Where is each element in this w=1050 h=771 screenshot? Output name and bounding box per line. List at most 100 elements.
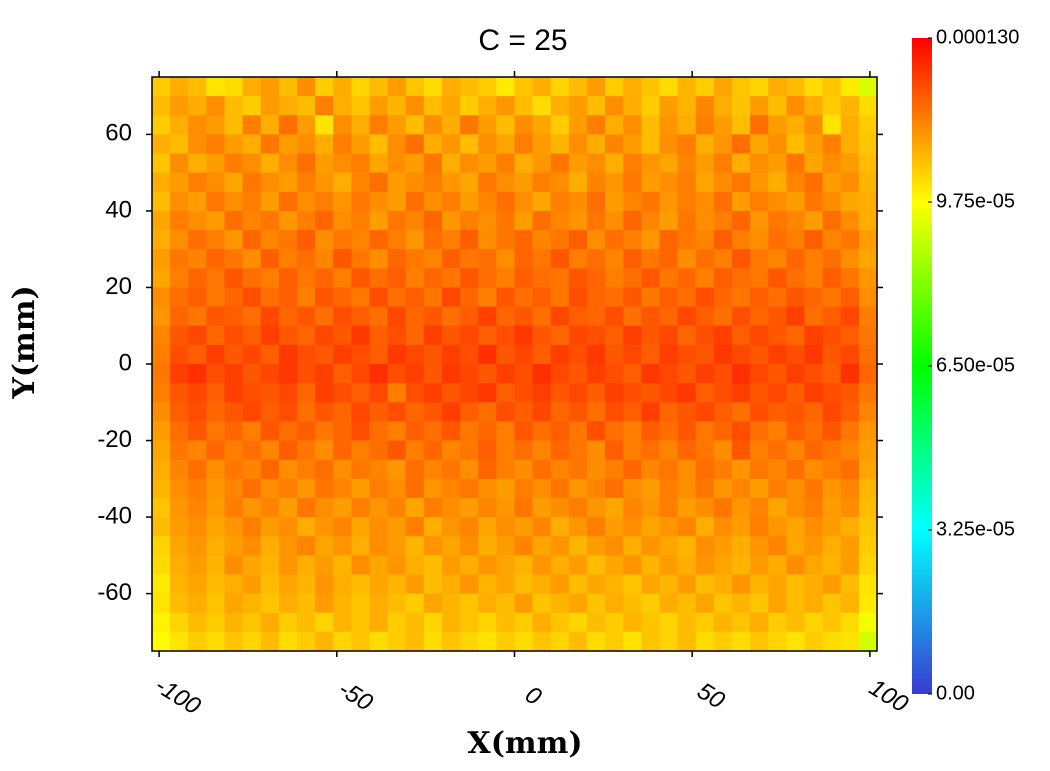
- heatmap-cell: [858, 210, 878, 231]
- heatmap-cell: [840, 134, 860, 154]
- heatmap-cell: [460, 383, 479, 403]
- heatmap-cell: [695, 230, 715, 250]
- heatmap-cell: [695, 249, 715, 269]
- heatmap-cell: [423, 268, 443, 288]
- heatmap-cell: [170, 478, 189, 499]
- heatmap-cell: [677, 249, 697, 269]
- heatmap-cell: [768, 631, 787, 652]
- heatmap-cell: [387, 364, 407, 384]
- heatmap-cell: [532, 459, 552, 480]
- heatmap-cell: [224, 210, 244, 231]
- heatmap-cell: [423, 306, 443, 327]
- heatmap-cell: [496, 593, 515, 614]
- heatmap-cell: [351, 325, 370, 346]
- heatmap-cell: [152, 383, 171, 403]
- heatmap-cell: [442, 536, 461, 556]
- heatmap-cell: [478, 191, 497, 212]
- heatmap-cell: [677, 134, 697, 154]
- heatmap-cell: [442, 249, 461, 269]
- heatmap-cell: [768, 459, 787, 480]
- heatmap-cell: [206, 517, 225, 537]
- heatmap-cell: [659, 536, 679, 556]
- heatmap-cell: [387, 96, 407, 116]
- heatmap-cell: [333, 230, 352, 250]
- heatmap-cell: [786, 536, 805, 556]
- heatmap-cell: [297, 134, 316, 154]
- heatmap-cell: [750, 77, 769, 97]
- heatmap-cell: [804, 210, 824, 231]
- heatmap-cell: [641, 191, 660, 212]
- heatmap-cell: [532, 593, 552, 614]
- heatmap-cell: [278, 383, 298, 403]
- heatmap-cell: [351, 210, 370, 231]
- heatmap-cell: [170, 440, 189, 461]
- heatmap-cell: [496, 153, 515, 174]
- heatmap-cell: [587, 593, 606, 614]
- heatmap-cell: [858, 364, 878, 384]
- heatmap-cell: [260, 344, 280, 365]
- heatmap-cell: [351, 172, 370, 193]
- heatmap-cell: [641, 306, 660, 327]
- heatmap-cell: [750, 555, 769, 575]
- heatmap-cell: [659, 96, 679, 116]
- heatmap-cell: [840, 497, 860, 518]
- heatmap-cell: [260, 249, 280, 269]
- heatmap-cell: [442, 153, 461, 174]
- heatmap-cell: [732, 574, 751, 594]
- heatmap-cell: [460, 421, 479, 441]
- heatmap-cell: [858, 191, 878, 212]
- heatmap-cell: [333, 268, 352, 288]
- heatmap-cell: [405, 383, 425, 403]
- colorbar-tick-label: 9.75e-05: [936, 190, 1015, 212]
- heatmap-cell: [206, 421, 225, 441]
- heatmap-cell: [369, 344, 389, 365]
- heatmap-cell: [804, 344, 824, 365]
- heatmap-cell: [206, 440, 225, 461]
- heatmap-cell: [568, 325, 588, 346]
- heatmap-cell: [858, 115, 878, 135]
- heatmap-cell: [804, 191, 824, 212]
- heatmap-cell: [224, 134, 244, 154]
- heatmap-cell: [351, 153, 370, 174]
- heatmap-cell: [532, 536, 552, 556]
- heatmap-cell: [641, 96, 660, 116]
- heatmap-cell: [786, 96, 805, 116]
- heatmap-cell: [333, 96, 352, 116]
- heatmap-cell: [786, 364, 805, 384]
- heatmap-cell: [786, 497, 805, 518]
- heatmap-cell: [278, 364, 298, 384]
- heatmap-cell: [242, 631, 262, 652]
- heatmap-cell: [786, 172, 805, 193]
- heatmap-cell: [478, 383, 497, 403]
- heatmap-cell: [804, 383, 824, 403]
- heatmap-cell: [351, 536, 370, 556]
- heatmap-cell: [297, 287, 316, 307]
- heatmap-cell: [333, 631, 352, 652]
- heatmap-cell: [188, 517, 207, 537]
- heatmap-cell: [423, 344, 443, 365]
- heatmap-cell: [568, 230, 588, 250]
- heatmap-cell: [840, 536, 860, 556]
- heatmap-cell: [442, 459, 461, 480]
- heatmap-cell: [514, 612, 534, 633]
- heatmap-cell: [387, 115, 407, 135]
- heatmap-cell: [732, 287, 751, 307]
- heatmap-cell: [568, 631, 588, 652]
- heatmap-cell: [768, 421, 787, 441]
- heatmap-cell: [623, 497, 642, 518]
- heatmap-cell: [496, 383, 515, 403]
- heatmap-cell: [605, 593, 624, 614]
- heatmap-cell: [605, 115, 624, 135]
- heatmap-cell: [623, 421, 642, 441]
- heatmap-cell: [387, 497, 407, 518]
- heatmap-cell: [858, 383, 878, 403]
- heatmap-cell: [822, 402, 842, 422]
- heatmap-cell: [713, 134, 733, 154]
- heatmap-cell: [713, 287, 733, 307]
- heatmap-cell: [170, 383, 189, 403]
- y-tick-label: 0: [119, 349, 132, 376]
- heatmap-cell: [297, 517, 316, 537]
- heatmap-cell: [152, 478, 171, 499]
- heatmap-cell: [206, 325, 225, 346]
